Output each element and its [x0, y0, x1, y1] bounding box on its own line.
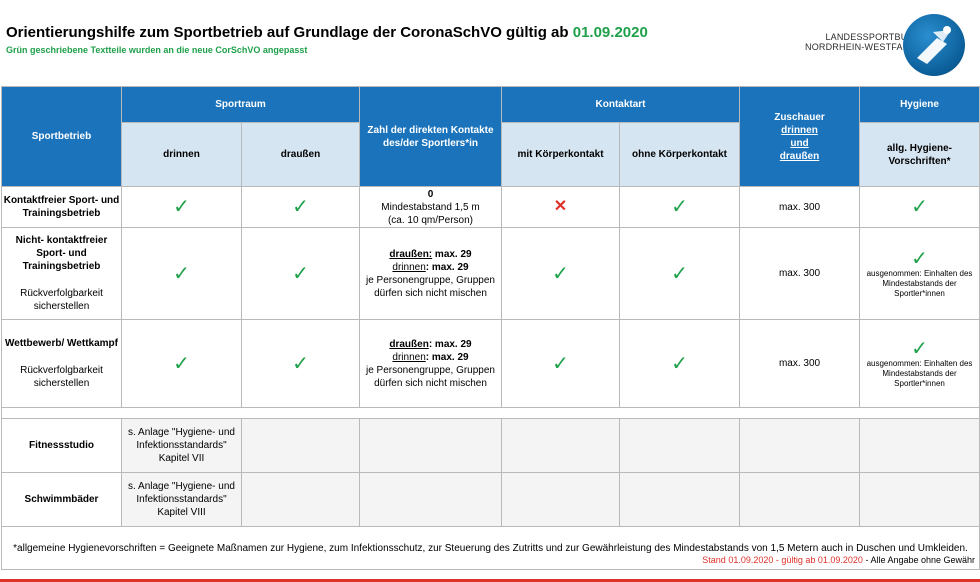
contacts-cell: draußen: max. 29 drinnen: max. 29 je Per…	[359, 319, 502, 408]
hygiene-cell: ✓ ausgenommen: Einhalten des Mindestabst…	[859, 319, 980, 408]
header-row: Sportbetrieb Sportraum Zahl der direkten…	[1, 86, 980, 187]
sub-ohne-kontakt: ohne Körperkontakt	[618, 122, 741, 187]
check-icon: ✓	[501, 227, 620, 320]
check-icon: ✓	[121, 319, 242, 408]
bottom-red-line	[0, 579, 980, 582]
logo-text: LANDESSPORTBUND NORDRHEIN-WESTFALEN	[805, 32, 921, 52]
sport-table: Sportbetrieb Sportraum Zahl der direkten…	[0, 86, 980, 570]
sub-drinnen: drinnen	[121, 122, 242, 187]
stand-note: Stand 01.09.2020 - gültig ab 01.09.2020 …	[702, 555, 976, 565]
row-name: Kontaktfreier Sport- und Trainingsbetrie…	[1, 186, 122, 228]
check-icon: ✓	[501, 319, 620, 408]
landessportbund-logo-icon	[903, 14, 965, 76]
zuschauer-cell: max. 300	[739, 319, 861, 408]
contacts-cell: 0 Mindestabstand 1,5 m (ca. 10 qm/Person…	[359, 186, 502, 228]
document-subtitle: Grün geschriebene Textteile wurden an di…	[6, 45, 308, 55]
hygiene-cell: ✓ ausgenommen: Einhalten des Mindestabst…	[859, 227, 980, 320]
check-icon: ✓	[121, 227, 242, 320]
col-sportraum: Sportraum	[121, 86, 360, 123]
col-kontaktart: Kontaktart	[500, 86, 741, 123]
col-zuschauer: Zuschauer drinnen und draußen	[739, 86, 861, 187]
col-hygiene: Hygiene	[859, 86, 980, 123]
anlage-cell: s. Anlage "Hygiene- und Infektionsstanda…	[121, 472, 242, 527]
check-icon: ✓	[241, 186, 360, 228]
check-icon: ✓	[859, 186, 980, 228]
table-row: Nicht- kontaktfreier Sport- und Training…	[1, 227, 980, 320]
sub-draussen: draußen	[241, 122, 360, 187]
anlage-cell: s. Anlage "Hygiene- und Infektionsstanda…	[121, 418, 242, 473]
check-icon: ✓	[241, 227, 360, 320]
title-date: 01.09.2020	[572, 24, 648, 41]
zuschauer-cell: max. 300	[739, 227, 861, 320]
zuschauer-cell: max. 300	[739, 186, 861, 228]
check-icon: ✓	[241, 319, 360, 408]
row-name: Wettbewerb/ Wettkampf Rückverfolgbarkeit…	[1, 319, 122, 408]
table-row: Fitnessstudio s. Anlage "Hygiene- und In…	[1, 418, 980, 473]
row-name: Nicht- kontaktfreier Sport- und Training…	[1, 227, 122, 320]
row-name: Schwimmbäder	[1, 472, 122, 527]
table-row: Kontaktfreier Sport- und Trainingsbetrie…	[1, 186, 980, 228]
sub-hygiene: allg. Hygiene-Vorschriften*	[859, 122, 980, 187]
check-icon: ✓	[618, 227, 741, 320]
col-sportbetrieb: Sportbetrieb	[1, 86, 122, 187]
footnote: *allgemeine Hygienevorschriften = Geeign…	[0, 526, 980, 570]
check-icon: ✓	[618, 319, 741, 408]
col-kontakte: Zahl der direkten Kontakte des/der Sport…	[359, 86, 502, 187]
check-icon: ✓	[618, 186, 741, 228]
document-title: Orientierungshilfe zum Sportbetrieb auf …	[6, 24, 648, 41]
subheader-row: drinnen draußen mit Körperkontakt ohne K…	[2, 122, 980, 187]
contacts-cell: draußen: max. 29 drinnen: max. 29 je Per…	[359, 227, 502, 320]
sub-mit-kontakt: mit Körperkontakt	[501, 122, 620, 187]
cross-icon: ✕	[501, 186, 620, 228]
spacer-row	[0, 407, 980, 419]
row-name: Fitnessstudio	[1, 418, 122, 473]
document-header: Orientierungshilfe zum Sportbetrieb auf …	[0, 0, 980, 86]
footnote-row: *allgemeine Hygienevorschriften = Geeign…	[0, 526, 980, 570]
table-row: Schwimmbäder s. Anlage "Hygiene- und Inf…	[1, 472, 980, 527]
table-row: Wettbewerb/ Wettkampf Rückverfolgbarkeit…	[1, 319, 980, 408]
check-icon: ✓	[121, 186, 242, 228]
